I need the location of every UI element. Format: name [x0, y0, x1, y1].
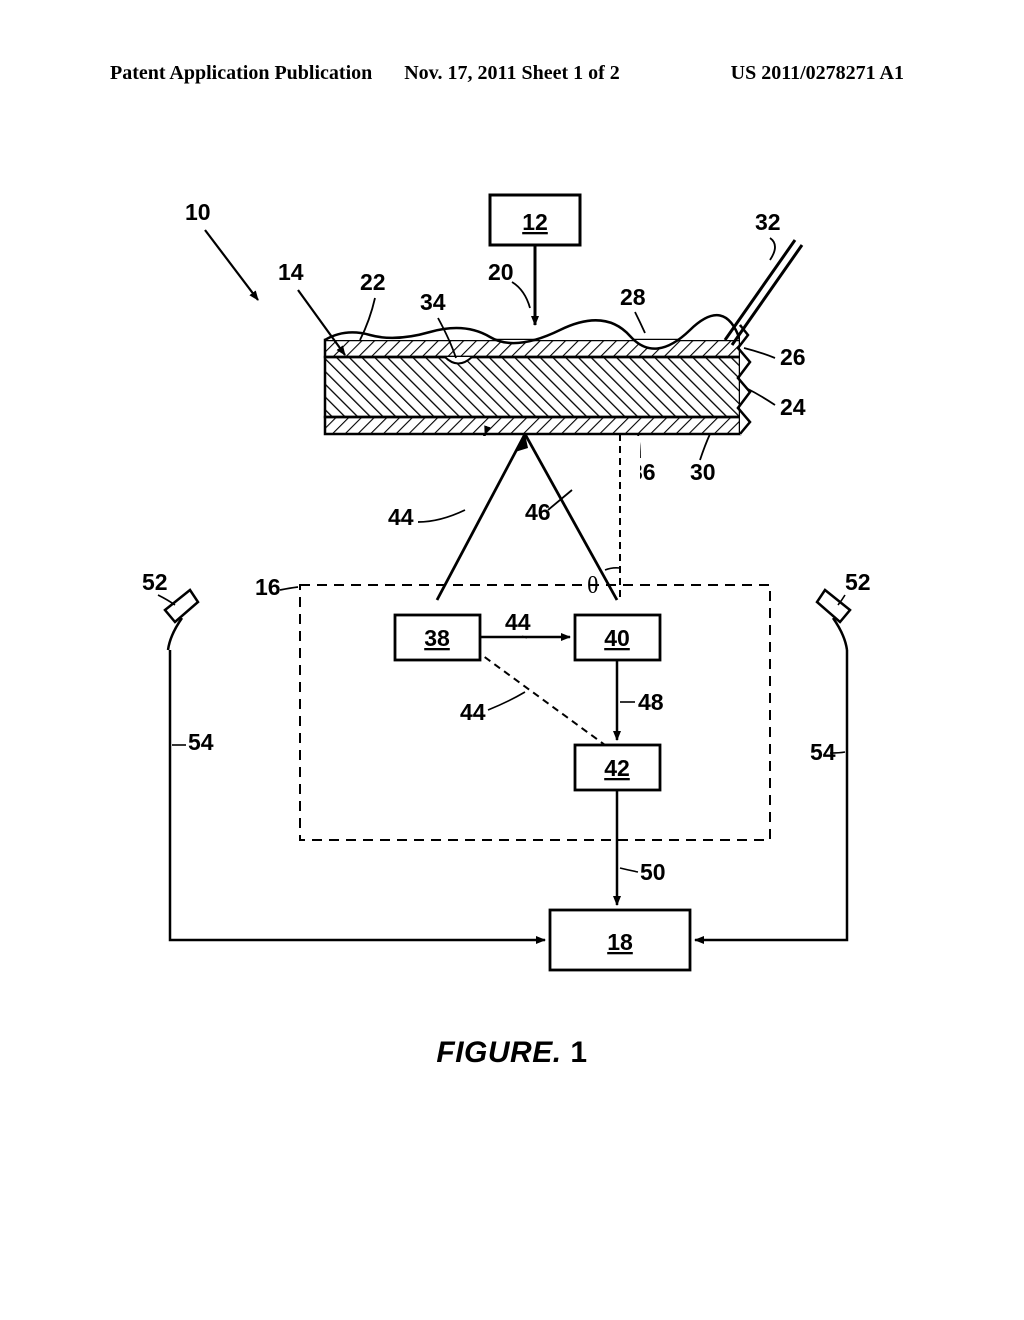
line-54-left	[170, 650, 545, 940]
leader-10	[205, 230, 258, 300]
leader-50	[620, 868, 638, 872]
page-header: Patent Application Publication Nov. 17, …	[0, 62, 1024, 85]
label-26: 26	[780, 344, 806, 370]
leader-28	[635, 312, 645, 333]
label-12: 12	[522, 209, 548, 235]
header-publication: Patent Application Publication	[110, 62, 372, 85]
label-44b: 44	[505, 609, 531, 635]
label-20: 20	[488, 259, 514, 285]
figure-caption: FIGURE. 1	[436, 1036, 587, 1070]
label-50: 50	[640, 859, 666, 885]
label-52b: 52	[845, 569, 871, 595]
label-18: 18	[607, 929, 633, 955]
label-10: 10	[185, 199, 211, 225]
label-30: 30	[690, 459, 716, 485]
layer-26	[325, 340, 740, 357]
leader-30	[700, 434, 710, 460]
tool-32-shaft	[725, 240, 795, 340]
sensor-52-right	[817, 590, 850, 650]
label-46: 46	[525, 499, 551, 525]
label-42: 42	[604, 755, 630, 781]
label-34: 34	[420, 289, 446, 315]
label-22: 22	[360, 269, 386, 295]
label-24: 24	[780, 394, 806, 420]
label-54a: 54	[188, 729, 214, 755]
layer-24	[325, 357, 740, 417]
leader-16	[280, 587, 298, 590]
label-40: 40	[604, 625, 630, 651]
label-38: 38	[424, 625, 450, 651]
label-28: 28	[620, 284, 646, 310]
label-48: 48	[638, 689, 664, 715]
label-54b: 54	[810, 739, 836, 765]
leader-32	[770, 238, 775, 260]
label-44a: 44	[388, 504, 414, 530]
figure-1: 12 20 10 14	[130, 190, 890, 990]
header-date-sheet: Nov. 17, 2011 Sheet 1 of 2	[404, 62, 620, 85]
label-32: 32	[755, 209, 781, 235]
label-16: 16	[255, 574, 281, 600]
caption-number: 1	[570, 1036, 587, 1069]
header-patent-number: US 2011/0278271 A1	[731, 62, 904, 85]
leader-14	[298, 290, 345, 355]
leader-20	[512, 282, 530, 308]
label-44c: 44	[460, 699, 486, 725]
sensor-52-left	[165, 590, 198, 650]
caption-prefix: FIGURE.	[436, 1036, 561, 1069]
layer-30	[325, 417, 740, 434]
figure-svg: 12 20 10 14	[130, 190, 890, 990]
label-14: 14	[278, 259, 304, 285]
leader-44c	[488, 692, 525, 710]
dashed-38-42	[475, 650, 605, 745]
label-52a: 52	[142, 569, 168, 595]
page: Patent Application Publication Nov. 17, …	[0, 0, 1024, 1320]
box-16-dashed	[300, 585, 770, 840]
